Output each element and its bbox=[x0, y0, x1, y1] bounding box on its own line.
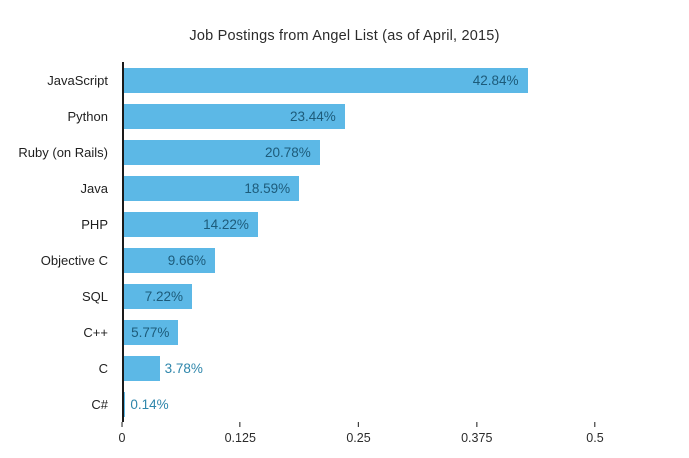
x-tick-label: 0.5 bbox=[586, 431, 604, 445]
bar-row: Python 23.44% bbox=[68, 98, 595, 134]
bar-value-label: 20.78% bbox=[264, 144, 311, 160]
bar bbox=[124, 391, 126, 417]
x-axis-tick: 0 bbox=[118, 422, 126, 445]
bar: 23.44% bbox=[124, 103, 345, 129]
category-label: Python bbox=[67, 108, 108, 124]
x-axis-tick: 0.375 bbox=[461, 422, 492, 445]
bar-row: SQL 7.22% bbox=[82, 278, 595, 314]
bar-row: Java 18.59% bbox=[81, 170, 595, 206]
bar bbox=[124, 355, 160, 381]
x-axis-tick: 0.5 bbox=[586, 422, 604, 445]
bar: 18.59% bbox=[124, 175, 300, 201]
bar-value-label: 18.59% bbox=[244, 180, 291, 196]
x-axis-tick: 0.25 bbox=[346, 422, 371, 445]
bar-row: Objective C 9.66% bbox=[41, 242, 595, 278]
bar: 9.66% bbox=[124, 247, 215, 273]
x-axis-tick: 0.125 bbox=[225, 422, 256, 445]
category-label: C bbox=[98, 360, 108, 376]
bar-value-label: 42.84% bbox=[472, 72, 519, 88]
bar-row: PHP 14.22% bbox=[81, 206, 595, 242]
bar-row: JavaScript 42.84% bbox=[47, 62, 595, 98]
bar-value-label: 7.22% bbox=[144, 288, 183, 304]
bar-value-label: 14.22% bbox=[203, 216, 249, 232]
chart-title: Job Postings from Angel List (as of Apri… bbox=[189, 28, 500, 44]
bar-row: C++ 5.77% bbox=[83, 314, 595, 350]
x-tick-mark bbox=[476, 422, 478, 427]
x-tick-mark bbox=[121, 422, 123, 427]
bar-row: C# 0.14% bbox=[91, 386, 595, 422]
bar: 42.84% bbox=[124, 67, 528, 93]
x-tick-mark bbox=[358, 422, 359, 427]
bar: 5.77% bbox=[124, 319, 179, 345]
x-tick-label: 0.375 bbox=[461, 431, 493, 445]
plot-area: JavaScript 42.84% Python 23.44% Ruby (on Rai… bbox=[18, 62, 595, 422]
bar-row: Ruby (on Rails) 20.78% bbox=[18, 134, 595, 170]
x-tick-label: 0.125 bbox=[224, 431, 256, 445]
x-axis: 0 0.125 0.25 0.375 0.5 bbox=[118, 422, 604, 454]
bar: 20.78% bbox=[124, 139, 320, 165]
x-tick-mark bbox=[239, 422, 241, 427]
x-tick-label: 0 bbox=[118, 431, 126, 445]
category-label: Objective C bbox=[40, 252, 108, 268]
bar-value-label: 3.78% bbox=[164, 360, 203, 376]
x-tick-label: 0.25 bbox=[346, 431, 371, 445]
x-tick-mark bbox=[594, 422, 596, 427]
category-label: C++ bbox=[83, 324, 108, 340]
category-label: C# bbox=[91, 396, 108, 412]
bar: 7.22% bbox=[124, 283, 192, 309]
bar-row: C 3.78% bbox=[99, 350, 595, 386]
bar: 14.22% bbox=[124, 211, 258, 237]
category-label: Java bbox=[80, 180, 108, 196]
category-label: Ruby (on Rails) bbox=[18, 144, 108, 160]
bar-value-label: 9.66% bbox=[167, 252, 206, 268]
category-label: PHP bbox=[81, 216, 108, 232]
category-label: SQL bbox=[81, 288, 108, 304]
bar-value-label: 5.77% bbox=[131, 324, 170, 340]
category-label: JavaScript bbox=[47, 72, 108, 88]
bar-value-label: 23.44% bbox=[290, 108, 336, 124]
bar-value-label: 0.14% bbox=[130, 396, 169, 412]
